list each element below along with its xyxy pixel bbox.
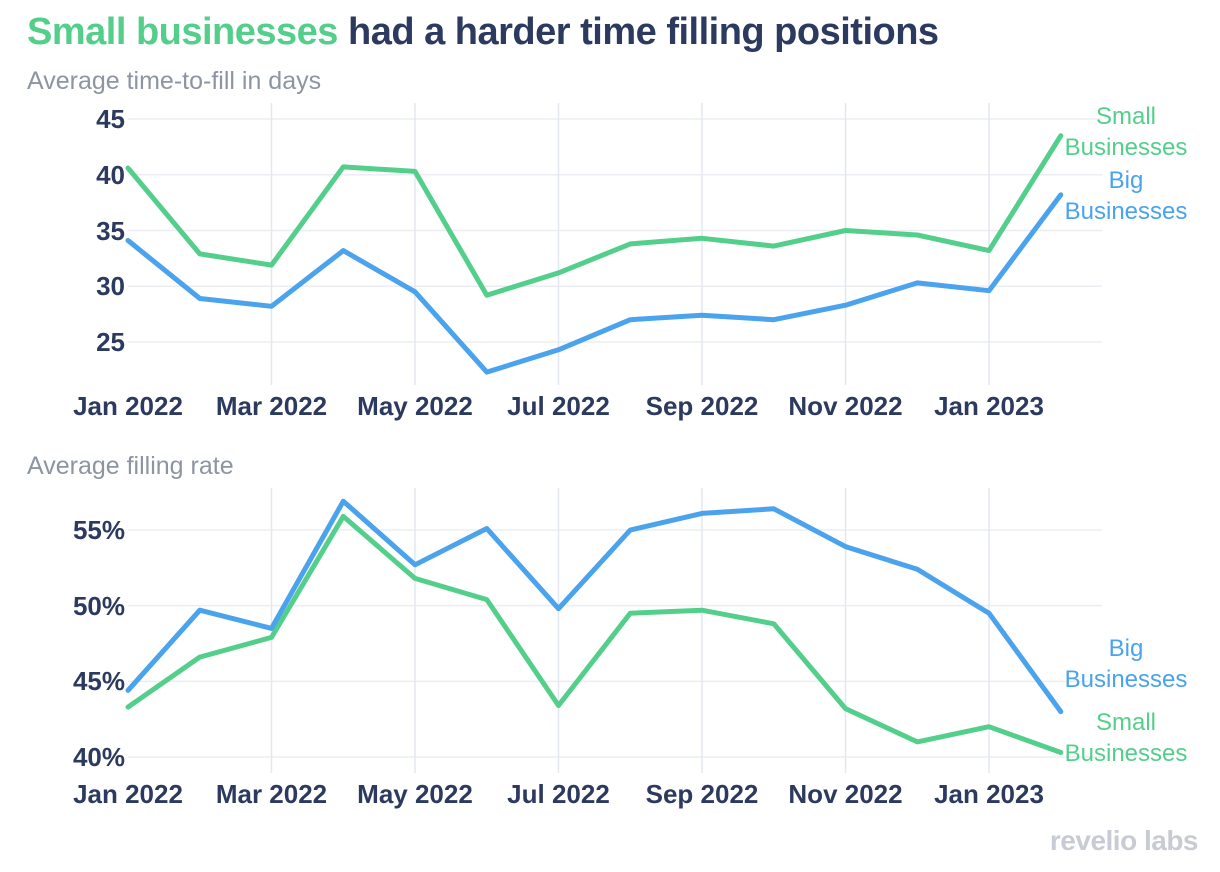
revelio-labs-watermark: revelio labs [1049, 825, 1199, 856]
series-line-small-businesses [125, 133, 1064, 298]
title-highlight: Small businesses [27, 11, 338, 53]
title-rest: had a harder time filling positions [337, 11, 939, 53]
page-title: Small businesses had a harder time filli… [27, 10, 939, 54]
subtitle-time-to-fill: Average time-to-fill in days [27, 67, 322, 95]
subtitle-filling-rate: Average filling rate [27, 452, 234, 480]
series-line-big-businesses [125, 192, 1064, 375]
series-line-small-businesses [125, 513, 1064, 755]
series-line-big-businesses [125, 498, 1064, 715]
